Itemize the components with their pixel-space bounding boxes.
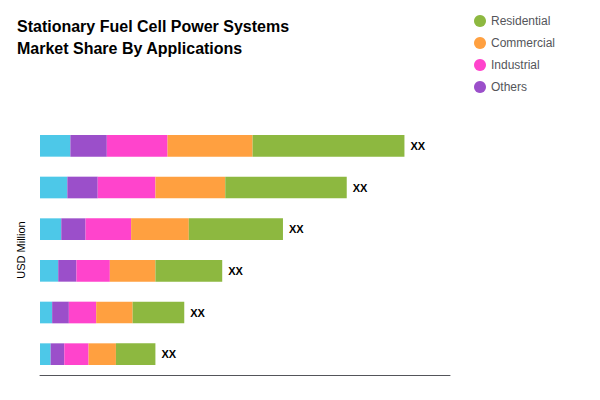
svg-text:XX: XX — [353, 182, 368, 194]
svg-text:Industrial: Industrial — [491, 58, 540, 72]
svg-text:Commercial: Commercial — [491, 36, 555, 50]
svg-text:XX: XX — [410, 140, 425, 152]
svg-text:USD Million: USD Million — [15, 221, 27, 278]
svg-text:XX: XX — [190, 307, 205, 319]
svg-text:XX: XX — [289, 223, 304, 235]
svg-text:Stationary Fuel Cell Power Sys: Stationary Fuel Cell Power Systems — [17, 18, 289, 35]
svg-text:Others: Others — [491, 80, 527, 94]
svg-text:XX: XX — [161, 348, 176, 360]
svg-text:XX: XX — [228, 265, 243, 277]
svg-text:Residential: Residential — [491, 14, 550, 28]
svg-text:Market Share By Applications: Market Share By Applications — [17, 40, 242, 57]
